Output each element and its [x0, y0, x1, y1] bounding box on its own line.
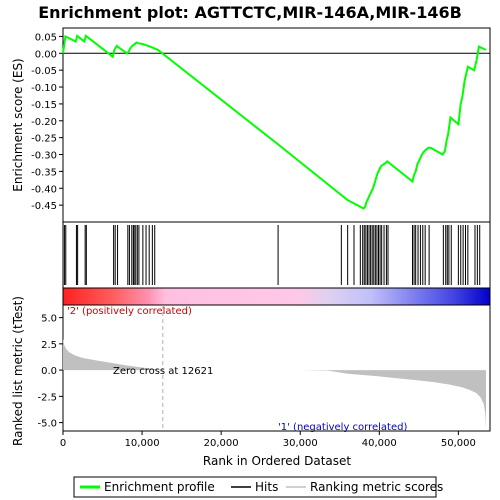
- ranked-x-tick-label: 10,000: [125, 438, 160, 449]
- es-panel: 0.05 0.00 -0.05 -0.10 -0.15 -0.20 -0.25 -0.30 -0…: [11, 27, 491, 223]
- hit-markers: [63, 225, 481, 285]
- hits-panel: [62, 221, 491, 289]
- legend-hits-label: Hits: [255, 480, 278, 494]
- hits-area: [62, 221, 491, 289]
- es-y-tick-label: -0.35: [31, 167, 57, 178]
- positive-correlation-label: '2' (positively correlated): [67, 306, 192, 317]
- legend-enrichment-label: Enrichment profile: [104, 480, 215, 494]
- ranked-x-tick-label: 50,000: [441, 438, 476, 449]
- ranked-x-axis: 0 10,000 20,000 30,000 40,000 50,000: [60, 431, 476, 449]
- ranked-y-tick-label: 2.5: [41, 340, 57, 351]
- ranked-x-tick-label: 40,000: [362, 438, 397, 449]
- ranked-x-tick-label: 20,000: [204, 438, 239, 449]
- colorbar-fill: [62, 287, 491, 306]
- es-plot-area: [62, 27, 491, 223]
- es-y-tick-label: -0.10: [31, 83, 57, 94]
- es-y-tick-label: -0.45: [31, 201, 57, 212]
- ranked-x-axis-label: Rank in Ordered Dataset: [203, 454, 351, 468]
- es-y-tick-label: -0.05: [31, 66, 57, 77]
- ranked-y-tick-label: 5.0: [41, 314, 57, 325]
- es-y-axis-label: Enrichment score (ES): [11, 58, 25, 191]
- ranked-y-tick-label: 0.0: [41, 366, 57, 377]
- ranked-y-axis: 5.0 2.5 0.0 -2.5 -5.0: [37, 314, 63, 430]
- rank-color-bar: [62, 287, 491, 306]
- es-y-tick-label: -0.15: [31, 100, 57, 111]
- es-y-tick-label: -0.25: [31, 134, 57, 145]
- legend-ranking-label: Ranking metric scores: [310, 480, 443, 494]
- negative-correlation-label: '1' (negatively correlated): [278, 422, 407, 433]
- chart-title: Enrichment plot: AGTTCTC,MIR-146A,MIR-14…: [38, 3, 462, 22]
- ranked-y-tick-label: -2.5: [37, 392, 57, 403]
- zero-cross-label: Zero cross at 12621: [113, 366, 213, 377]
- legend: Enrichment profile Hits Ranking metric s…: [73, 476, 443, 498]
- es-y-tick-label: 0.00: [35, 49, 57, 60]
- es-y-tick-label: -0.30: [31, 151, 57, 162]
- ranked-x-tick-label: 0: [60, 438, 66, 449]
- ranked-x-tick-label: 30,000: [283, 438, 318, 449]
- es-y-tick-label: 0.05: [35, 32, 57, 43]
- ranked-panel: 5.0 2.5 0.0 -2.5 -5.0 0 10,000 20,000 30,000 40,…: [11, 296, 491, 468]
- ranked-y-axis-label: Ranked list metric (tTest): [11, 296, 25, 446]
- es-y-tick-label: -0.40: [31, 184, 57, 195]
- enrichment-profile-line: [62, 34, 487, 210]
- es-y-tick-label: -0.20: [31, 117, 57, 128]
- ranked-y-tick-label: -5.0: [37, 419, 57, 430]
- es-y-axis: 0.05 0.00 -0.05 -0.10 -0.15 -0.20 -0.25 -0.30 -0…: [31, 32, 63, 212]
- legend-box: [73, 476, 437, 498]
